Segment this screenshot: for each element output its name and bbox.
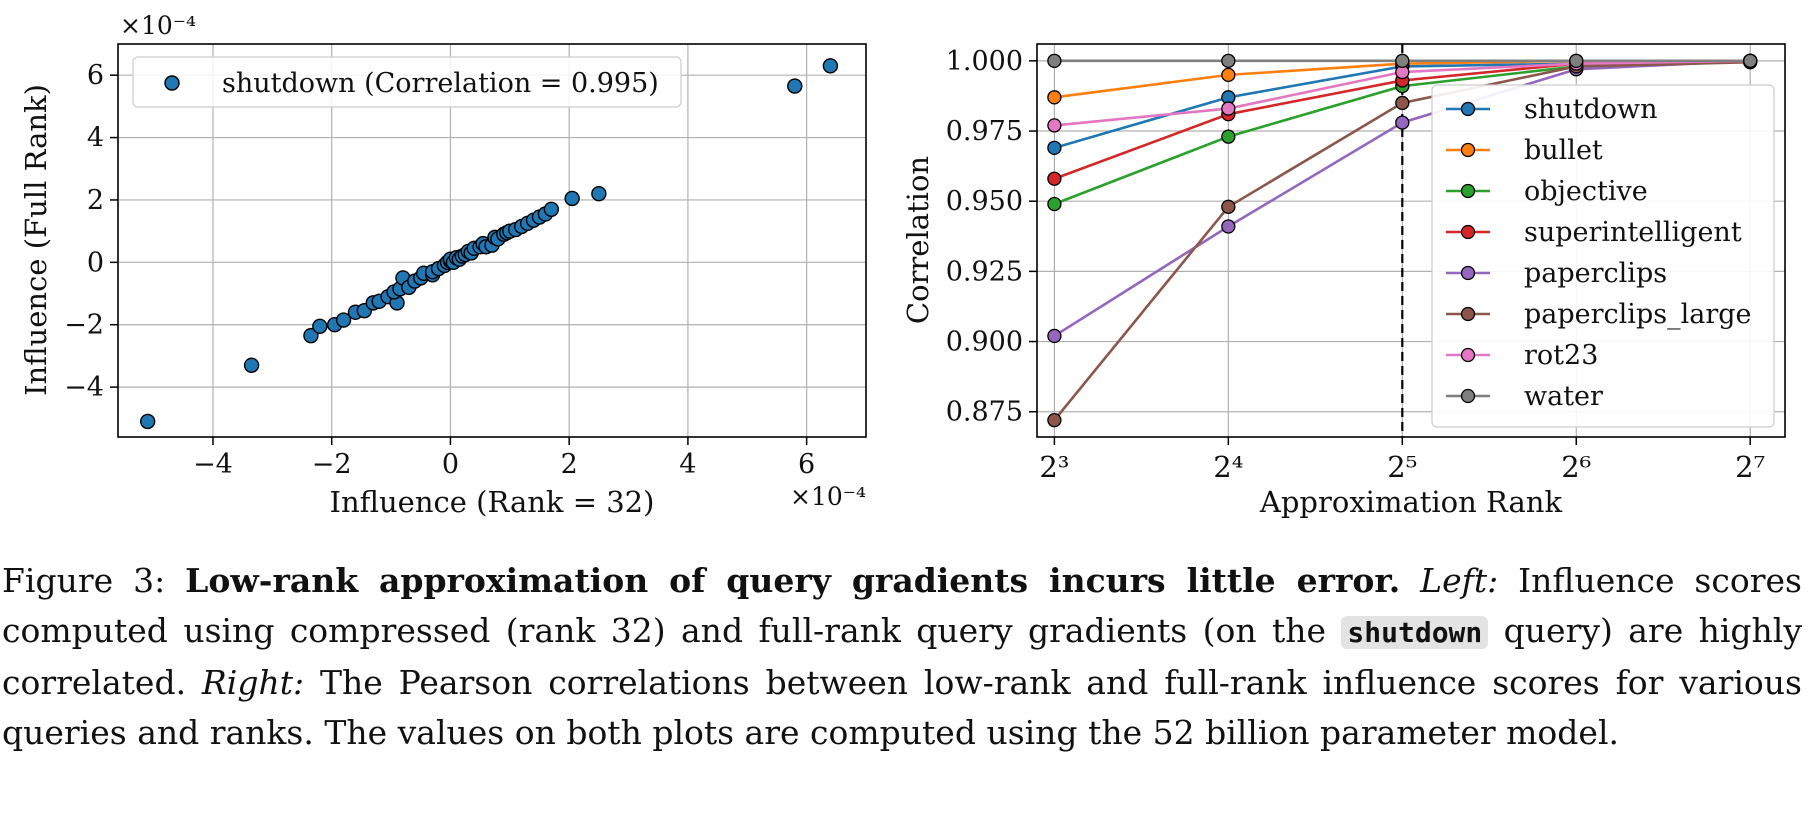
scatter-point xyxy=(312,318,328,334)
right-x-tick-label: 2³ xyxy=(1039,450,1069,484)
left-y-axis-label: Influence (Full Rank) xyxy=(19,84,53,396)
right-y-tick-label: 0.975 xyxy=(946,116,1023,147)
left-y-tick-label: 4 xyxy=(87,123,104,154)
scatter-point xyxy=(564,190,580,207)
right-y-axis-label: Correlation xyxy=(901,156,935,324)
left-y-tick-label: 0 xyxy=(87,247,104,278)
caption-left-text-end: query) are highly correlated. xyxy=(2,611,1802,702)
left-scatter-plot: −4 −2 0 2 4 6 −4 −2 0 2 4 6 shutdown (Correlation = … xyxy=(19,11,867,519)
right-x-tick-label: 2⁶ xyxy=(1561,450,1591,484)
left-legend: shutdown (Correlation = 0.995) xyxy=(132,56,682,108)
series-point-paperclips_large xyxy=(1221,199,1236,214)
right-y-tick-label: 1.000 xyxy=(946,46,1023,77)
right-plot-frame xyxy=(1036,43,1786,438)
legend-label-superintelligent: superintelligent xyxy=(1524,217,1742,248)
legend-label-rot23: rot23 xyxy=(1524,340,1598,371)
legend-label-water: water xyxy=(1524,381,1603,412)
right-legend-box xyxy=(1431,84,1775,428)
scatter-point xyxy=(787,78,803,94)
series-point-paperclips_large xyxy=(1395,95,1410,111)
series-point-objective xyxy=(1047,196,1062,212)
legend-label-shutdown: shutdown xyxy=(1524,94,1658,125)
scatter-point xyxy=(303,327,319,344)
legend-marker-water xyxy=(1460,388,1476,404)
caption-right-text: The Pearson correlations between low-ran… xyxy=(2,663,1802,752)
left-x-tick-label: 0 xyxy=(442,449,459,480)
series-point-shutdown xyxy=(1047,140,1062,156)
series-point-superintelligent xyxy=(1047,171,1062,186)
left-x-tick-label: −2 xyxy=(312,449,352,480)
left-x-axis-label: Influence (Rank = 32) xyxy=(330,485,655,519)
left-y-tick-label: 6 xyxy=(87,60,104,91)
caption-right-label: Right: xyxy=(201,663,305,702)
scatter-point xyxy=(591,186,607,202)
left-x-tick-label: 6 xyxy=(798,449,815,480)
left-legend-label: shutdown (Correlation = 0.995) xyxy=(222,68,659,99)
series-point-rot23 xyxy=(1221,101,1236,116)
series-point-bullet xyxy=(1221,67,1236,83)
right-y-tick-label: 0.900 xyxy=(946,327,1023,358)
legend-label-bullet: bullet xyxy=(1524,135,1603,166)
left-x-tick-label: 4 xyxy=(679,449,696,480)
series-point-water xyxy=(1221,53,1236,68)
series-point-water xyxy=(1395,53,1410,68)
series-point-paperclips xyxy=(1221,219,1236,234)
legend-marker-superintelligent xyxy=(1460,224,1476,240)
left-x-multiplier: ×10⁻⁴ xyxy=(790,482,866,511)
scatter-point xyxy=(139,413,156,430)
left-y-tick-label: 2 xyxy=(87,185,104,216)
caption-title: Low-rank approximation of query gradient… xyxy=(185,561,1401,600)
right-x-tick-label: 2⁴ xyxy=(1213,450,1243,484)
left-y-tick-label: −4 xyxy=(64,372,104,403)
series-point-water xyxy=(1743,53,1758,68)
right-y-tick-label: 0.950 xyxy=(946,186,1023,217)
scatter-point xyxy=(243,357,260,373)
caption-left-text: Influence scores computed using compress… xyxy=(2,561,1802,650)
legend-marker-bullet xyxy=(1460,142,1476,158)
left-legend-marker xyxy=(164,75,180,91)
right-x-tick-label: 2⁷ xyxy=(1735,450,1765,484)
right-y-tick-label: 0.875 xyxy=(946,397,1023,428)
series-point-water xyxy=(1047,53,1062,68)
scatter-point xyxy=(822,58,839,74)
left-legend-box xyxy=(132,56,682,108)
legend-marker-rot23 xyxy=(1460,347,1476,363)
caption-left-label: Left: xyxy=(1420,561,1499,600)
figure-canvas: −4 −2 0 2 4 6 −4 −2 0 2 4 6 shutdown (Correlation = … xyxy=(19,11,1786,519)
scatter-point xyxy=(543,201,560,218)
series-point-paperclips xyxy=(1047,328,1062,344)
right-x-tick-label: 2⁵ xyxy=(1387,450,1417,484)
right-x-axis-label: Approximation Rank xyxy=(1259,485,1563,519)
legend-marker-paperclips xyxy=(1460,265,1476,281)
left-plot-frame xyxy=(117,43,867,438)
legend-label-paperclips_large: paperclips_large xyxy=(1524,299,1751,330)
left-y-tick-label: −2 xyxy=(64,310,104,341)
caption-code-term: shutdown xyxy=(1341,616,1489,649)
series-point-paperclips_large xyxy=(1047,413,1062,428)
legend-marker-objective xyxy=(1460,183,1476,199)
legend-label-paperclips: paperclips xyxy=(1524,258,1667,289)
scatter-point xyxy=(335,312,352,328)
figure-caption: Figure 3: Low-rank approximation of quer… xyxy=(2,556,1802,758)
series-point-rot23 xyxy=(1047,118,1062,133)
right-y-tick-label: 0.925 xyxy=(946,256,1023,287)
left-x-tick-label: −4 xyxy=(193,449,233,480)
legend-label-objective: objective xyxy=(1524,176,1648,207)
left-y-multiplier: ×10⁻⁴ xyxy=(120,11,196,40)
series-point-paperclips xyxy=(1395,115,1410,130)
series-point-objective xyxy=(1221,129,1236,144)
figure-label: Figure 3: xyxy=(2,561,166,600)
legend-marker-paperclips_large xyxy=(1460,306,1476,322)
right-line-plot: 2³ 2⁴ 2⁵ 2⁶ 2⁷ 0.875 0.900 0.925 0.950 0.975 1.000… xyxy=(901,43,1786,519)
left-x-tick-label: 2 xyxy=(561,449,578,480)
right-legend: shutdown bullet objective superintelligent p… xyxy=(1431,84,1775,428)
series-point-water xyxy=(1569,53,1584,68)
legend-marker-shutdown xyxy=(1460,101,1476,117)
series-point-bullet xyxy=(1047,90,1062,105)
